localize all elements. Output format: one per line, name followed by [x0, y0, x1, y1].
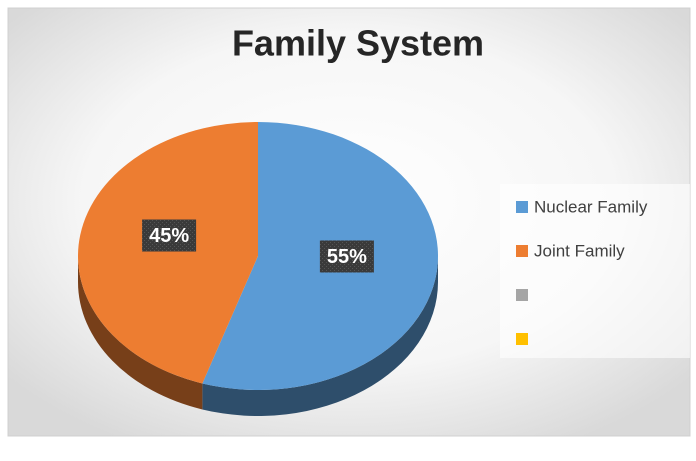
slice-side [202, 256, 438, 416]
data-label: 45% [149, 225, 189, 247]
legend-box [500, 184, 690, 358]
legend-label: Joint Family [534, 241, 625, 260]
legend-swatch [516, 289, 528, 301]
legend-swatch [516, 245, 528, 257]
chart-title: Family System [232, 23, 484, 64]
data-label-box [319, 240, 374, 273]
legend-label: Nuclear Family [534, 197, 648, 216]
pie-slice [78, 121, 258, 384]
data-label-box [142, 219, 197, 252]
slice-side [78, 256, 203, 410]
data-label: 55% [327, 246, 367, 268]
legend-swatch [516, 201, 528, 213]
legend-swatch [516, 333, 528, 345]
